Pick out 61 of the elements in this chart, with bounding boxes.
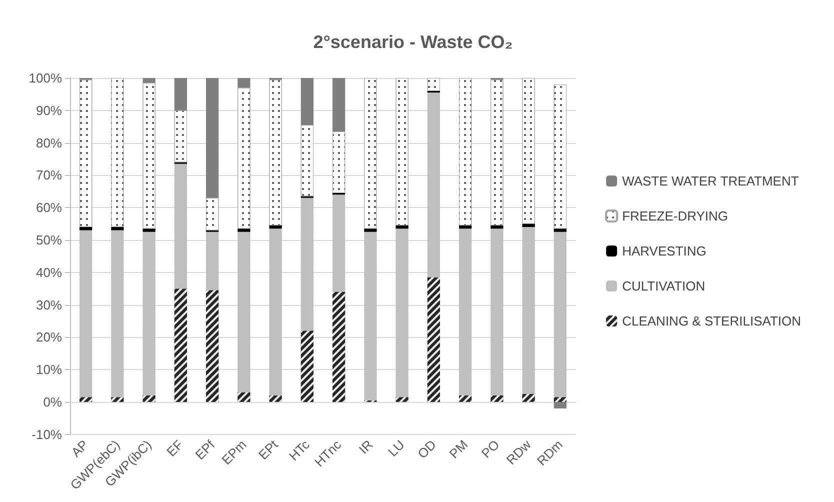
bar — [238, 228, 250, 232]
bar — [522, 224, 535, 228]
x-tick-label: OD — [414, 437, 439, 462]
x-tick-label: EPf — [192, 436, 218, 462]
bar — [111, 230, 124, 398]
legend-label: WASTE WATER TREATMENT — [622, 174, 799, 188]
bar — [206, 232, 219, 290]
bar — [174, 164, 188, 289]
x-tick-label: HTc — [286, 436, 313, 464]
bar — [142, 232, 156, 396]
bar — [554, 228, 567, 232]
bar — [332, 78, 346, 132]
bar — [554, 402, 567, 408]
bar — [300, 78, 314, 125]
y-tick-label: 30% — [36, 297, 62, 312]
bar — [427, 92, 440, 278]
bar — [300, 198, 314, 331]
bar — [458, 228, 472, 396]
x-tick-label: PM — [446, 437, 471, 462]
y-tick-label: 20% — [36, 330, 62, 345]
bar — [269, 228, 282, 396]
bar — [79, 227, 92, 230]
legend-label: CULTIVATION — [622, 278, 706, 294]
bar — [490, 225, 504, 229]
y-tick-label: 80% — [36, 135, 62, 150]
bar — [111, 227, 124, 230]
bar — [142, 228, 156, 232]
bar — [458, 225, 472, 229]
legend-label: FREEZE-DRYING — [622, 208, 728, 224]
y-tick-label: 0% — [43, 394, 62, 410]
x-tick-label: PO — [478, 437, 502, 461]
bar — [396, 225, 408, 229]
x-tick-label: EPt — [255, 436, 282, 462]
y-tick-label: 50% — [36, 232, 62, 248]
y-tick-label: 10% — [36, 362, 62, 378]
chart-title: 2°scenario - Waste CO₂ — [313, 32, 513, 52]
bar — [396, 228, 408, 398]
bar — [364, 232, 377, 400]
y-tick-label: 70% — [36, 168, 62, 183]
bar — [490, 228, 504, 396]
y-tick-label: 90% — [36, 102, 62, 118]
bar — [79, 230, 92, 398]
y-tick-label: 100% — [28, 70, 62, 86]
bar — [554, 232, 567, 398]
y-tick-label: 60% — [36, 200, 62, 216]
y-tick-label: 40% — [36, 264, 62, 280]
x-tick-label: EF — [164, 436, 186, 460]
bar — [206, 78, 219, 198]
bar — [142, 78, 156, 83]
bar — [364, 228, 377, 232]
x-tick-label: LU — [385, 437, 408, 460]
bar — [238, 78, 250, 88]
y-tick-label: -10% — [32, 426, 62, 442]
bar — [522, 227, 535, 394]
bar — [269, 225, 282, 229]
legend-label: HARVESTING — [622, 244, 706, 258]
bar — [332, 194, 346, 292]
legend-label: CLEANING & STERILISATION — [622, 314, 802, 328]
x-tick-label: IR — [356, 437, 376, 457]
bar — [174, 78, 188, 110]
bar — [238, 232, 250, 392]
